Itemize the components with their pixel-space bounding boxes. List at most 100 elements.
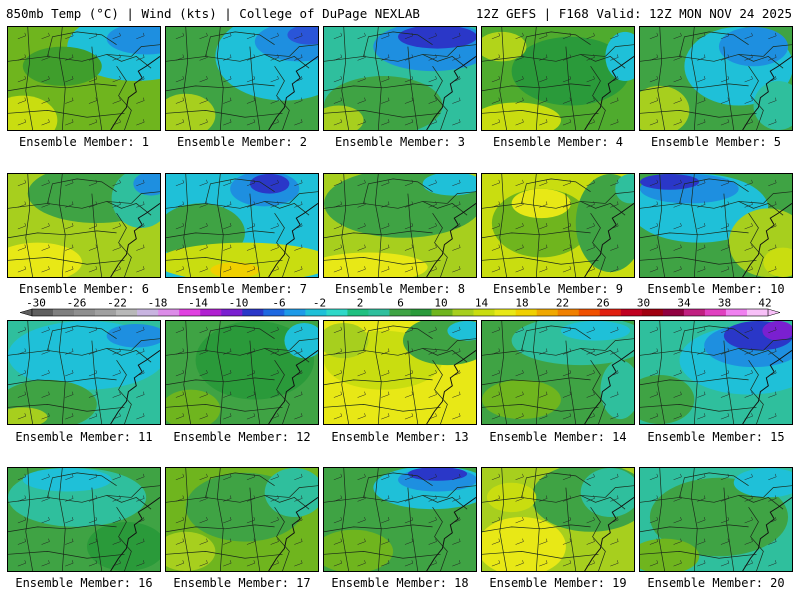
wind-barb [768, 516, 777, 524]
state-border-8 [324, 257, 441, 265]
state-border-2 [166, 230, 275, 239]
temperature-field [8, 27, 160, 130]
wind-barb [610, 391, 619, 398]
wind-barb [768, 413, 777, 420]
wind-barb [223, 538, 232, 545]
state-border-8 [640, 257, 757, 265]
temperature-contour-4 [600, 360, 634, 420]
wind-barb [88, 75, 98, 83]
wind-barb [199, 391, 208, 398]
member-caption: Ensemble Member: 17 [173, 576, 311, 590]
wind-barb [452, 326, 461, 334]
wind-barb [539, 201, 548, 208]
state-border-2 [482, 377, 591, 386]
wind-barb [381, 348, 390, 355]
wind-barb [649, 473, 659, 481]
state-border-3 [499, 321, 508, 424]
wind-barb [270, 201, 279, 208]
colorbar-frame [31, 308, 769, 317]
temperature-contour-1 [195, 321, 315, 400]
state-border-9 [580, 348, 626, 363]
wind-barb [697, 75, 706, 83]
state-border-3 [183, 174, 192, 277]
wind-barb [175, 473, 185, 481]
wind-barb [539, 473, 548, 481]
wind-barb [404, 369, 414, 377]
state-border-3 [657, 468, 666, 571]
wind-barb [136, 473, 145, 481]
state-border-7 [116, 507, 132, 571]
colorbar-tick-label: 14 [475, 297, 489, 310]
colorbar-tick-label: -6 [272, 297, 285, 310]
state-border-2 [640, 524, 749, 533]
wind-barb [223, 266, 232, 273]
wind-barb [515, 266, 524, 273]
wind-barb [586, 473, 595, 481]
member-caption: Ensemble Member: 9 [492, 282, 624, 296]
wind-barb [610, 97, 619, 104]
wind-barb [41, 473, 50, 481]
wind-barb [65, 54, 74, 61]
wind-barb [357, 326, 366, 334]
wind-barb [673, 75, 682, 83]
wind-barb [515, 495, 524, 502]
colorbar-tick-label: 10 [434, 297, 447, 310]
wind-barb [768, 326, 777, 334]
wind-barb [515, 179, 524, 187]
wind-barb [610, 32, 619, 40]
wind-barb [649, 201, 659, 208]
wind-barb [270, 369, 279, 377]
wind-barb [428, 32, 437, 40]
map-panel-member-19 [481, 467, 635, 572]
wind-barb [270, 538, 279, 545]
wind-barb [246, 222, 256, 230]
wind-barb [223, 97, 232, 104]
wind-barb [744, 32, 753, 40]
wind-barb [175, 560, 185, 567]
wind-barb [112, 179, 121, 187]
wind-barb [452, 413, 461, 420]
wind-barb [333, 32, 343, 40]
temperature-contour-5 [763, 247, 792, 277]
colorbar-segment [200, 309, 222, 316]
wind-barb [491, 473, 501, 481]
state-border-6 [205, 325, 275, 351]
state-border-2 [8, 377, 117, 386]
state-border-6 [205, 31, 275, 57]
colorbar-segment [725, 309, 748, 316]
wind-barb [649, 538, 659, 545]
wind-barb [112, 413, 121, 420]
wind-barb [294, 560, 303, 567]
wind-barb [515, 326, 524, 334]
map-panel-member-13 [323, 320, 477, 425]
wind-barb [246, 348, 256, 355]
wind-barb [175, 222, 185, 230]
wind-barb [381, 560, 390, 567]
wind-barb [539, 391, 548, 398]
wind-barb [246, 326, 256, 334]
wind-barb [41, 266, 50, 273]
colorbar-segment [641, 309, 664, 316]
state-border-4 [374, 468, 382, 571]
state-border-10 [605, 485, 634, 498]
temperature-contour-4 [753, 80, 792, 130]
state-border-10 [763, 338, 792, 351]
state-border-9 [738, 201, 784, 216]
member-caption: Ensemble Member: 3 [334, 135, 466, 149]
wind-barb [294, 369, 303, 377]
wind-barb [357, 538, 366, 545]
state-border-10 [289, 338, 318, 351]
wind-barb [381, 369, 390, 377]
state-border-10 [605, 191, 634, 204]
wind-barb [294, 222, 303, 230]
wind-barb [610, 222, 619, 230]
wind-barb [175, 179, 185, 187]
wind-barb [697, 413, 706, 420]
wind-barb [223, 119, 232, 126]
map-panel-member-16 [7, 467, 161, 572]
wind-barb [697, 473, 706, 481]
wind-barb [381, 391, 390, 398]
wind-barb [452, 538, 461, 545]
wind-barb [17, 391, 27, 398]
wind-barb [586, 179, 595, 187]
